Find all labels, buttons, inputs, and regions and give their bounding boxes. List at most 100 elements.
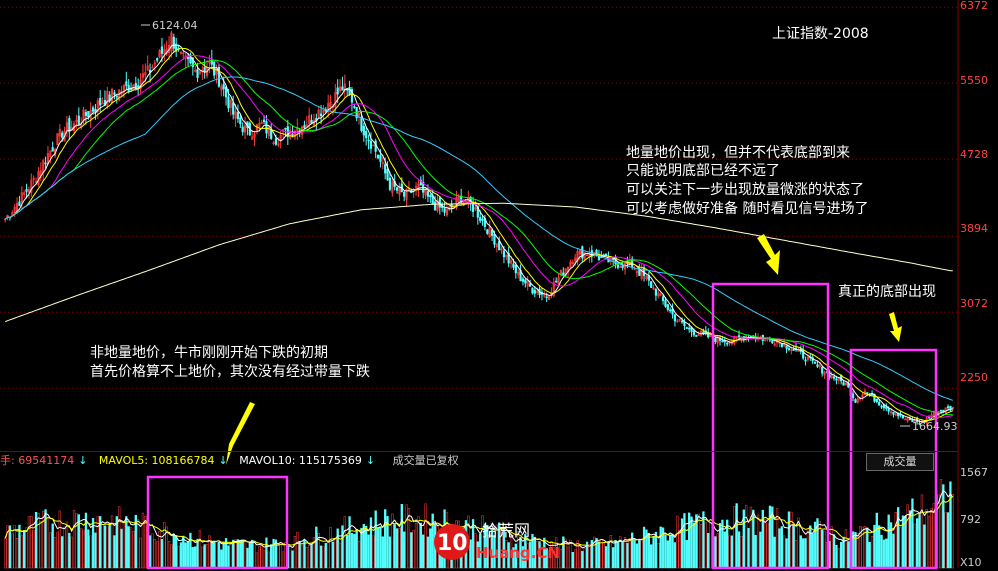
volume-bar xyxy=(756,514,760,569)
volume-bar xyxy=(481,515,484,569)
volume-bar xyxy=(331,541,335,569)
volume-bar xyxy=(652,535,655,569)
logo-badge xyxy=(434,524,470,560)
volume-bar xyxy=(298,542,301,569)
candle-body xyxy=(939,410,943,412)
mavol10-value: MAVOL10: 115175369 xyxy=(239,454,362,467)
candle-body xyxy=(616,264,620,268)
volume-bar xyxy=(324,542,327,569)
volume-bar xyxy=(654,531,658,569)
candle-body xyxy=(357,112,361,117)
annotation-mid-line4: 可以考虑做好准备 随时看见信号进场了 xyxy=(626,200,868,217)
volume-bar xyxy=(4,537,7,569)
ma10-line xyxy=(4,47,953,421)
candle-body xyxy=(951,406,954,409)
annotation-mid-line2: 只能说明底部已经不远了 xyxy=(626,163,780,179)
volume-bar xyxy=(248,541,251,569)
candle-body xyxy=(258,123,261,127)
volume-bar xyxy=(129,527,133,569)
candle-body xyxy=(657,293,660,297)
volume-bar xyxy=(362,524,365,569)
candle-body xyxy=(854,399,857,403)
candle-body xyxy=(179,52,183,54)
candle-body xyxy=(680,320,684,323)
volume-bar xyxy=(429,528,432,569)
volume-bar xyxy=(32,530,35,569)
candle-body xyxy=(638,268,641,276)
volume-bar xyxy=(486,524,489,569)
volume-bar xyxy=(669,534,672,569)
volume-bar xyxy=(680,518,684,569)
adjusted-note: 成交量已复权 xyxy=(392,454,459,467)
volume-bar xyxy=(471,519,475,569)
candle-body xyxy=(771,340,774,344)
candle-body xyxy=(505,254,508,258)
candle-body xyxy=(685,327,688,329)
volume-bar xyxy=(609,534,612,569)
candle-body xyxy=(279,135,282,140)
volume-bar xyxy=(274,539,278,569)
candle-body xyxy=(574,257,577,262)
candle-body xyxy=(386,169,389,181)
volume-bar xyxy=(804,538,807,569)
indicator-select-button[interactable]: 成交量 xyxy=(866,453,934,471)
volume-bar xyxy=(555,537,558,569)
volume-bar xyxy=(619,536,622,569)
candle-body xyxy=(906,418,909,421)
price-tick-4728: 4728 xyxy=(960,148,988,161)
volume-bar xyxy=(937,494,940,569)
volume-bar xyxy=(379,526,382,569)
candle-body xyxy=(336,87,339,95)
volume-bar xyxy=(44,509,47,569)
candle-body xyxy=(372,144,375,147)
volume-bar xyxy=(469,539,472,569)
volume-bar xyxy=(939,479,943,569)
price-tick-2250: 2250 xyxy=(960,371,988,384)
candle-body xyxy=(904,418,907,421)
volume-bar xyxy=(191,547,194,569)
volume-bar xyxy=(671,533,674,569)
volume-bar xyxy=(334,538,337,569)
volume-bar xyxy=(201,546,204,569)
volume-bar xyxy=(628,538,631,569)
candle-body xyxy=(830,374,833,379)
candle-body xyxy=(384,164,387,174)
volume-bar xyxy=(39,521,42,569)
candle-body xyxy=(403,191,406,197)
candle-body xyxy=(661,296,665,302)
volume-bar xyxy=(393,524,396,569)
candle-body xyxy=(889,411,893,413)
candle-body xyxy=(806,356,810,360)
candle-body xyxy=(509,260,513,264)
candle-body xyxy=(949,405,952,411)
volume-bar xyxy=(229,542,232,569)
volume-bar xyxy=(740,536,743,569)
volume-bar xyxy=(600,539,603,569)
candle-body xyxy=(379,155,382,162)
candle-body xyxy=(856,398,859,403)
candle-body xyxy=(303,125,306,128)
volume-bar xyxy=(170,544,173,569)
candle-body xyxy=(443,208,446,213)
volume-bar xyxy=(115,516,118,569)
volume-bar xyxy=(213,540,216,569)
volume-bar xyxy=(360,527,363,569)
volume-bar xyxy=(196,538,199,569)
volume-bar xyxy=(20,535,23,569)
volume-bar xyxy=(182,535,185,569)
candle-body xyxy=(203,67,206,72)
volume-bar xyxy=(312,536,316,569)
candle-body xyxy=(329,101,332,108)
volume-bar xyxy=(251,539,254,569)
volume-bar xyxy=(730,535,734,569)
candle-body xyxy=(191,57,194,68)
volume-bar xyxy=(794,540,798,569)
volume-bar xyxy=(422,534,425,569)
volume-bar xyxy=(46,516,50,569)
volume-bar xyxy=(367,534,370,569)
candle-body xyxy=(34,180,38,183)
volume-bar xyxy=(96,516,99,569)
candle-body xyxy=(272,142,275,144)
volume-bar xyxy=(930,508,933,569)
highlight-box-right xyxy=(849,348,938,570)
